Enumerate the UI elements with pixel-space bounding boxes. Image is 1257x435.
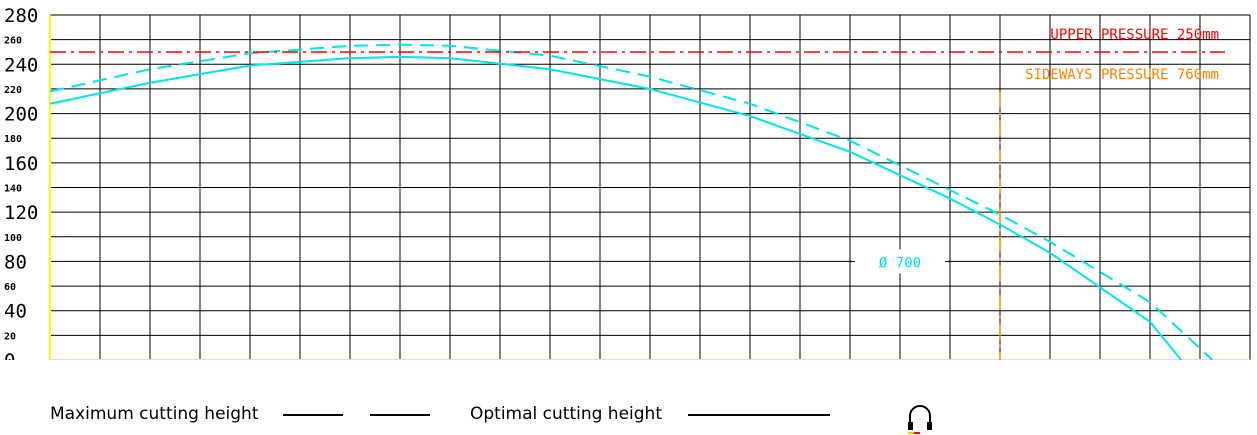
y-tick-label: 80 (4, 251, 27, 273)
sideways-pressure-label: SIDEWAYS PRESSURE 760mm (1025, 67, 1219, 83)
y-tick-label-minor: 140 (4, 184, 22, 195)
y-tick-label-minor: 180 (4, 134, 22, 145)
optimal-cutting-height-curve (49, 55, 1183, 360)
upper-pressure-label: UPPER PRESSURE 250mm (1050, 27, 1219, 43)
y-tick-label: 0 (4, 350, 15, 360)
diameter-annotation: Ø 700 (879, 255, 921, 271)
y-tick-label: 160 (4, 153, 38, 175)
annotation-bg (855, 249, 945, 274)
y-tick-label: 240 (4, 54, 38, 76)
y-tick-label: 280 (4, 5, 38, 27)
legend-opt-line (688, 414, 830, 416)
y-tick-label-minor: 100 (4, 233, 22, 244)
legend-max-label: Maximum cutting height (50, 404, 259, 424)
max-cutting-height-curve (49, 43, 1214, 360)
y-tick-label: 40 (4, 301, 27, 323)
y-tick-label: 200 (4, 104, 38, 126)
y-tick-label-minor: 60 (4, 282, 16, 293)
legend-max-line-2 (370, 414, 430, 416)
y-tick-label-minor: 220 (4, 85, 22, 96)
legend-opt-label: Optimal cutting height (470, 404, 662, 424)
y-tick-label: 120 (4, 202, 38, 224)
y-tick-label-minor: 260 (4, 36, 22, 47)
y-tick-label-minor: 20 (4, 331, 16, 342)
legend-max-line-1 (283, 414, 343, 416)
headphones-icon (908, 405, 932, 434)
chart-canvas: 0408012016020024028020601001401802202600… (4, 5, 1251, 360)
